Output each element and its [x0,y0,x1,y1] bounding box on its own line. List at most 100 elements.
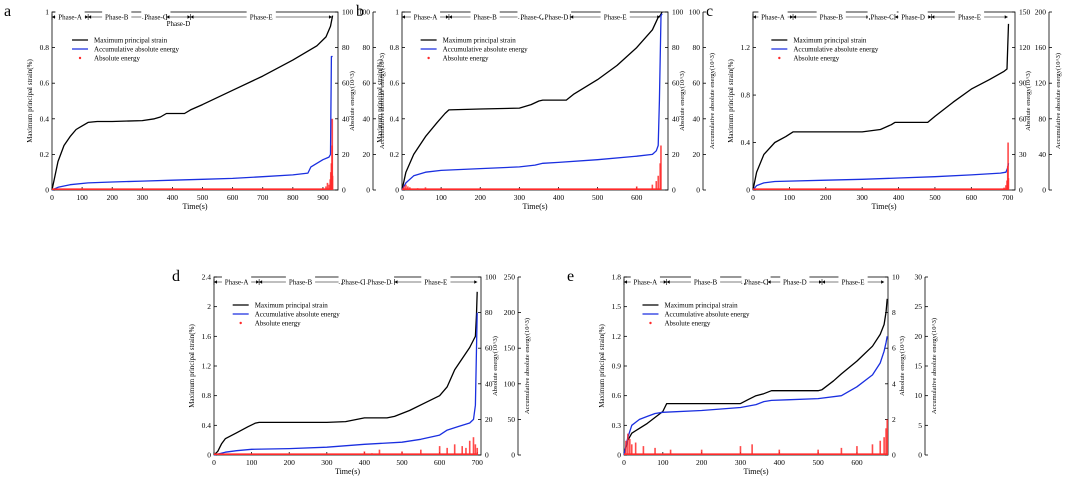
x-tick-label: 300 [514,193,526,202]
phase-arrow-head-left [52,15,55,19]
legend-label: Maximum principal strain [255,302,329,310]
x-tick-label: 700 [257,193,269,202]
phase-arrow-head-right [328,15,332,19]
y-left-tick-label: 0.2 [390,150,400,159]
phase-label: Phase-B [105,14,129,22]
x-tick-label: 0 [212,458,216,467]
y-abs-tick-label: 60 [672,79,680,88]
y-abs-tick-label: 90 [1019,79,1027,88]
y-left-tick-label: 0.8 [202,391,212,400]
phase-arrow-head-left [624,280,627,284]
phase-label-bg [470,9,500,18]
y-accum-tick-label: 15 [915,362,923,371]
x-tick-label: 300 [137,193,149,202]
phase-label-bg [55,9,85,18]
phase-label-bg [364,274,395,283]
abs-energy-mark [625,440,627,455]
phase-label: Phase-D [167,20,191,28]
phase-label-bg [102,9,132,18]
phase-label-bg [954,9,985,18]
abs-energy-mark [669,449,672,455]
y-abs-tick-label: 150 [1019,8,1031,17]
phase-arrow-head-right [1004,15,1008,19]
abs-energy-mark [660,145,662,190]
y-accum-tick-label: 5 [918,421,922,430]
abs-energy-mark [635,186,638,190]
accum-energy-line [752,163,1010,191]
x-tick-label: 600 [227,193,239,202]
y-left-tick-label: 0.8 [741,91,751,100]
abs-energy-mark [331,118,334,190]
phase-label-bg [690,274,721,283]
abs-energy-mark [468,440,471,455]
strain-line [51,15,334,191]
abs-energy-mark [405,184,407,190]
phase-label-bg [758,9,788,18]
accum-energy-line [401,13,663,191]
x-tick-label: 200 [475,193,487,202]
y-abs-tick-label: 60 [1019,114,1027,123]
y-left-tick-label: 2 [207,302,211,311]
y-left-tick-label: 2.4 [202,273,212,282]
phase-arrow-head-left [822,280,825,284]
abs-energy-mark [654,447,656,455]
panel-label: d [172,268,180,285]
abs-energy-mark [630,444,633,455]
abs-energy-mark [472,437,475,455]
x-tick-label: 400 [553,193,565,202]
x-tick-label: 500 [396,458,408,467]
x-tick-label: 0 [622,458,626,467]
legend-swatch [778,56,781,60]
accum-energy-line [51,55,333,191]
y-left-tick-label: 1 [395,8,399,17]
y-abs-tick-label: 80 [342,43,350,52]
strain-line [623,298,888,456]
phase-arrow-head-left [88,15,92,19]
abs-energy-mark [331,175,334,190]
panel-label: b [356,3,364,20]
y-accum-tick-label: 20 [693,150,701,159]
phase-arrow-head-right [663,280,667,284]
abs-energy-mark [655,181,658,190]
legend-swatch [239,321,242,325]
x-tick-label: 200 [820,193,832,202]
phase-label-bg [285,274,316,283]
legend-swatch [649,321,652,325]
y-left-tick-label: 0.2 [40,150,50,159]
abs-energy-mark [856,446,858,455]
y-left-tick-label: 0.6 [390,79,400,88]
legend-label: Absolute energy [793,55,839,63]
y-accum-tick-label: 30 [915,273,923,282]
y-abs-tick-label: 40 [672,114,680,123]
phase-arrow-head-left [214,280,217,284]
x-tick-label: 0 [751,193,755,202]
phase-arrow-head-left [793,15,797,19]
y-accum-tick-label: 40 [693,114,701,123]
legend-label: Accumulative absolute energy [94,46,180,54]
y-abs-axis-label: Absolute energy(10^3) [679,71,686,131]
phase-label-bg [517,9,547,18]
y-abs-axis-label: Absolute energy(10^3) [492,336,499,396]
legend-label: Maximum principal strain [664,302,738,310]
y-accum-tick-label: 50 [508,415,516,424]
x-tick-label: 600 [434,458,446,467]
phase-label-bg [221,274,252,283]
abs-energy-mark [778,449,781,455]
y-left-tick-label: 0.8 [390,43,400,52]
phase-label-bg [838,274,868,283]
legend-label: Accumulative absolute energy [664,311,750,319]
phase-label: Phase-E [958,14,981,22]
y-accum-tick-label: 80 [693,43,701,52]
y-accum-tick-label: 40 [363,114,371,123]
y-accum-tick-label: 60 [363,79,371,88]
y-accum-tick-label: 250 [504,273,516,282]
y-abs-tick-label: 30 [1019,150,1027,159]
abs-energy-mark [420,449,422,455]
abs-energy-mark [438,446,441,455]
y-accum-tick-label: 160 [1035,43,1047,52]
y-abs-tick-label: 120 [1019,43,1031,52]
abs-energy-mark [401,451,403,455]
y-accum-tick-label: 120 [1035,79,1047,88]
y-left-tick-label: 0 [395,186,399,195]
phase-label: Phase-E [842,279,865,287]
